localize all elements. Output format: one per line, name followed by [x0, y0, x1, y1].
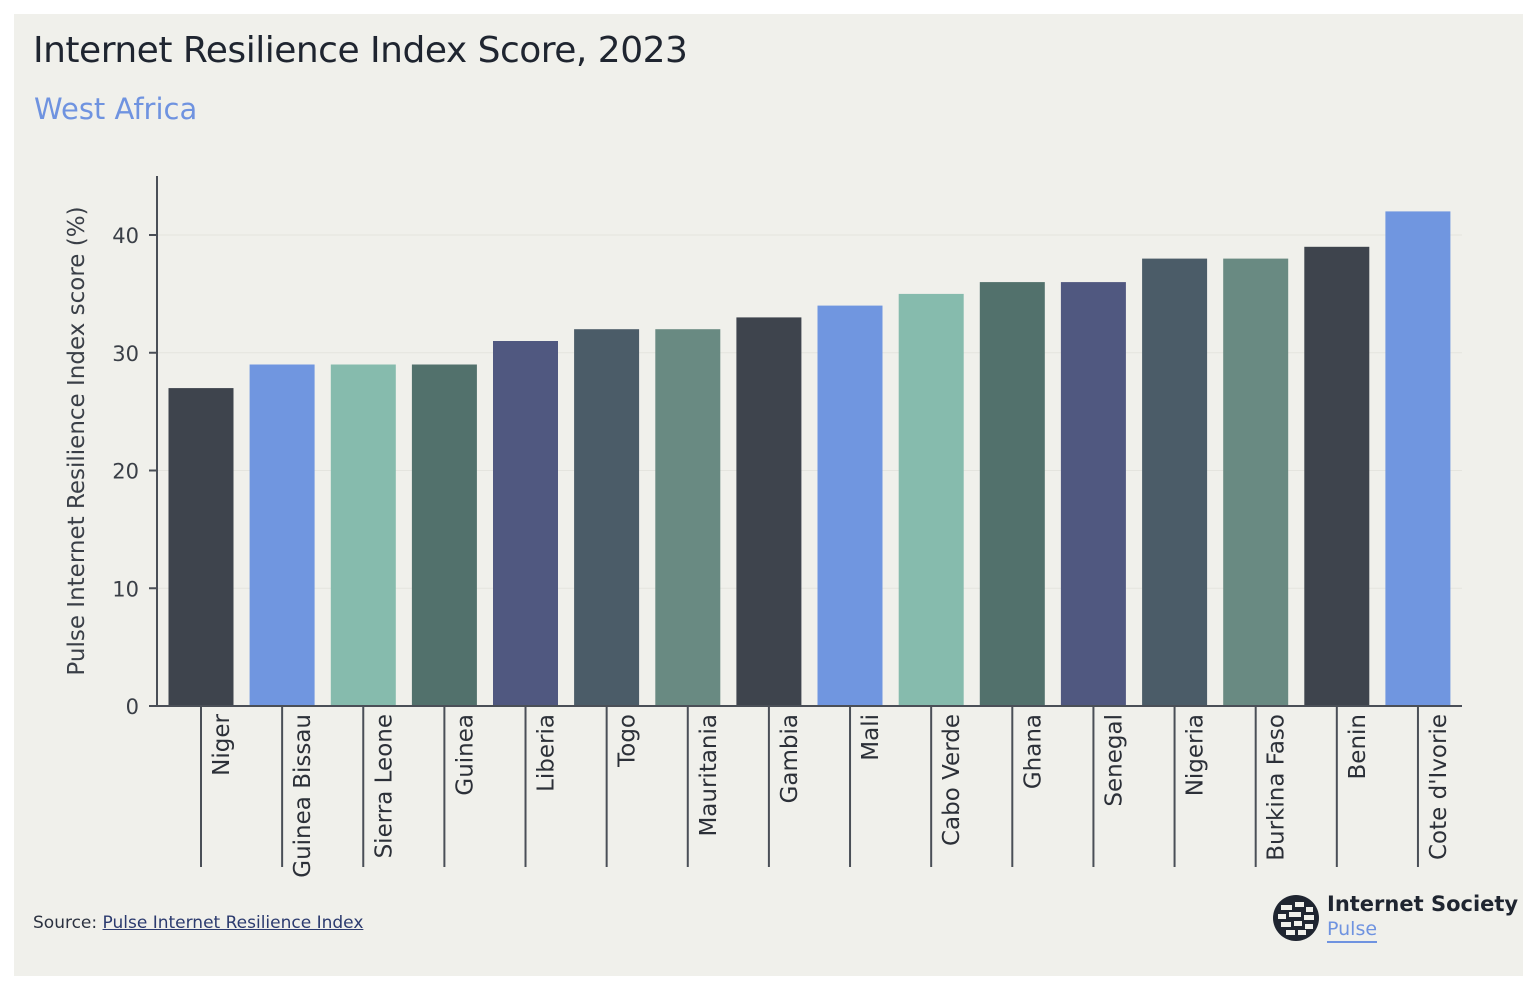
- logo-name: Internet Society: [1327, 892, 1519, 916]
- x-tick-label: Benin: [1345, 714, 1371, 779]
- logo-sub: Pulse: [1327, 918, 1378, 943]
- bar: [655, 329, 721, 706]
- x-tick-label: Guinea Bissau: [290, 714, 316, 878]
- x-tick-label: Burkina Faso: [1264, 714, 1290, 861]
- chart-title: Internet Resilience Index Score, 2023: [33, 30, 688, 71]
- x-tick-label: Gambia: [777, 714, 803, 803]
- bar: [817, 305, 883, 706]
- globe-logo-icon: [1273, 895, 1319, 941]
- bar: [330, 364, 396, 706]
- internet-society-logo[interactable]: Internet Society Pulse: [1272, 892, 1518, 952]
- x-tick-label: Sierra Leone: [371, 714, 397, 858]
- bar: [736, 317, 802, 706]
- y-tick-label: 30: [112, 342, 139, 366]
- y-tick-label: 10: [112, 577, 139, 601]
- y-tick-label: 20: [112, 460, 139, 484]
- bar: [979, 282, 1045, 706]
- y-tick-label: 40: [112, 224, 139, 248]
- x-tick-label: Ghana: [1020, 714, 1046, 789]
- bar: [168, 388, 234, 706]
- x-tick-label: Nigeria: [1183, 714, 1209, 796]
- y-axis-label: Pulse Internet Resilience Index score (%…: [64, 206, 90, 675]
- source-note: Source: Pulse Internet Resilience Index: [33, 913, 363, 933]
- chart-subtitle: West Africa: [34, 92, 198, 126]
- x-tick-label: Liberia: [534, 714, 560, 792]
- source-link[interactable]: Pulse Internet Resilience Index: [102, 913, 364, 933]
- bar: [249, 364, 315, 706]
- y-tick-label: 0: [126, 695, 139, 719]
- bar: [898, 293, 964, 706]
- source-label: Source:: [33, 913, 98, 933]
- x-tick-label: Cabo Verde: [939, 714, 965, 846]
- x-tick-label: Mauritania: [696, 714, 722, 837]
- bar: [1223, 258, 1289, 706]
- x-tick-label: Togo: [615, 714, 641, 768]
- bar: [411, 364, 477, 706]
- bar: [1060, 282, 1126, 706]
- x-tick-label: Niger: [209, 713, 235, 775]
- x-tick-label: Guinea: [452, 714, 478, 796]
- bar: [493, 341, 558, 706]
- bar: [574, 329, 640, 706]
- bar: [1304, 246, 1370, 707]
- x-tick-label: Mali: [858, 714, 884, 761]
- bar: [1385, 211, 1451, 706]
- bar: [1142, 258, 1208, 706]
- x-tick-label: Senegal: [1101, 714, 1127, 807]
- x-tick-label: Cote d'Ivorie: [1426, 714, 1452, 860]
